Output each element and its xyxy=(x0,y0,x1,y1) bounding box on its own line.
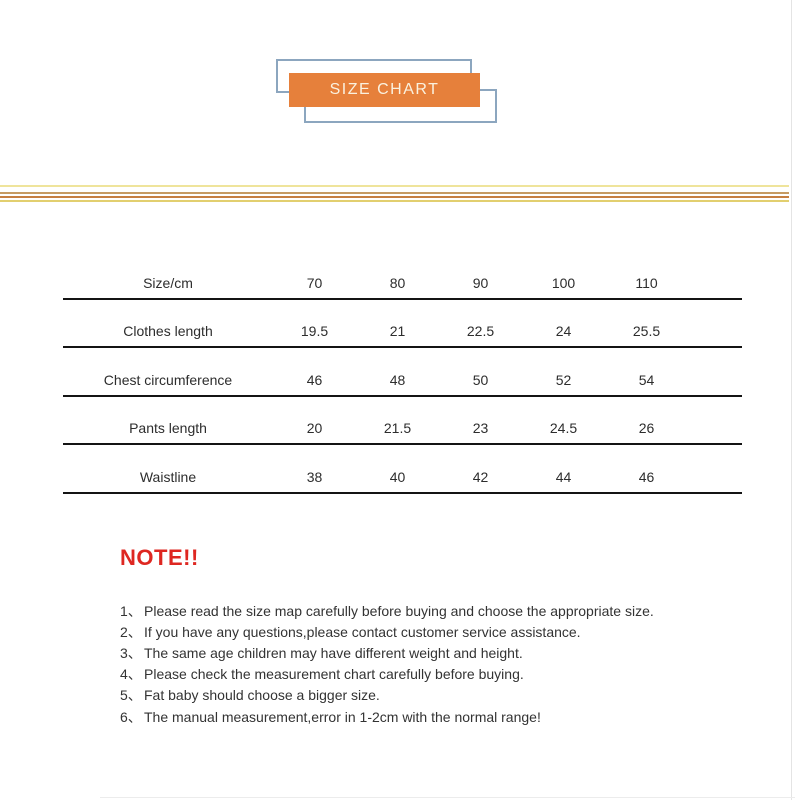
row-label-cell: Clothes length xyxy=(63,298,273,348)
value-cell: 80 xyxy=(356,251,439,300)
note-item: 5、 Fat baby should choose a bigger size. xyxy=(120,685,654,706)
note-number: 1、 xyxy=(120,602,142,619)
note-item: 2、 If you have any questions,please conta… xyxy=(120,621,654,642)
value-cell: 48 xyxy=(356,347,439,397)
value-cell: 46 xyxy=(273,347,356,397)
value-cell: 21.5 xyxy=(356,395,439,445)
value-cell: 23 xyxy=(439,395,522,445)
value-cell: 20 xyxy=(273,395,356,445)
size-table: Size/cm 70 80 90 100 110 Clothes length 19.5 21 2… xyxy=(63,251,742,494)
note-number: 4、 xyxy=(120,666,142,683)
note-text: The manual measurement,error in 1-2cm wi… xyxy=(144,708,541,725)
value-cell: 26 xyxy=(605,395,688,445)
value-cell: 70 xyxy=(273,251,356,300)
value-cell: 24.5 xyxy=(522,395,605,445)
table-row: Waistline 38 40 42 44 46 xyxy=(63,444,742,494)
note-number: 2、 xyxy=(120,623,142,640)
value-cell: 90 xyxy=(439,251,522,300)
page-title: SIZE CHART xyxy=(329,81,440,98)
note-text: Please check the measurement chart caref… xyxy=(144,666,524,683)
value-cell: 100 xyxy=(522,251,605,300)
value-cell: 21 xyxy=(356,298,439,348)
value-cell: 38 xyxy=(273,444,356,494)
page-bottom-edge-line xyxy=(100,797,795,798)
value-cell: 50 xyxy=(439,347,522,397)
value-cell: 52 xyxy=(522,347,605,397)
note-text: If you have any questions,please contact… xyxy=(144,623,581,640)
note-number: 3、 xyxy=(120,644,142,661)
table-header-row: Size/cm 70 80 90 100 110 xyxy=(63,251,742,300)
note-heading: NOTE!! xyxy=(120,545,199,570)
value-cell: 40 xyxy=(356,444,439,494)
table-spacer-cell xyxy=(688,444,742,494)
value-cell: 42 xyxy=(439,444,522,494)
value-cell: 54 xyxy=(605,347,688,397)
size-table-body: Size/cm 70 80 90 100 110 Clothes length 19.5 21 2… xyxy=(63,251,742,494)
note-item: 3、 The same age children may have differe… xyxy=(120,642,654,663)
value-cell: 46 xyxy=(605,444,688,494)
divider-line-2 xyxy=(0,192,789,194)
value-cell: 110 xyxy=(605,251,688,300)
value-cell: 44 xyxy=(522,444,605,494)
note-item: 6、 The manual measurement,error in 1-2cm … xyxy=(120,706,654,727)
note-item: 4、 Please check the measurement chart car… xyxy=(120,664,654,685)
note-text: The same age children may have different… xyxy=(144,644,523,661)
notes-list: 1、 Please read the size map carefully bef… xyxy=(120,600,654,727)
table-spacer-cell xyxy=(688,347,742,397)
value-cell: 24 xyxy=(522,298,605,348)
value-cell: 19.5 xyxy=(273,298,356,348)
table-spacer-cell xyxy=(688,251,742,300)
table-row: Pants length 20 21.5 23 24.5 26 xyxy=(63,395,742,445)
divider-line-1 xyxy=(0,185,789,187)
row-label-cell: Pants length xyxy=(63,395,273,445)
value-cell: 25.5 xyxy=(605,298,688,348)
note-item: 1、 Please read the size map carefully bef… xyxy=(120,600,654,621)
note-text: Fat baby should choose a bigger size. xyxy=(144,687,380,704)
table-row: Chest circumference 46 48 50 52 54 xyxy=(63,347,742,397)
table-row: Clothes length 19.5 21 22.5 24 25.5 xyxy=(63,298,742,348)
row-label-cell: Chest circumference xyxy=(63,347,273,397)
row-label-cell: Waistline xyxy=(63,444,273,494)
table-spacer-cell xyxy=(688,298,742,348)
size-table-section: Size/cm 70 80 90 100 110 Clothes length 19.5 21 2… xyxy=(63,251,742,494)
note-number: 6、 xyxy=(120,708,142,725)
divider-line-4 xyxy=(0,200,789,202)
page-right-edge-line xyxy=(791,0,792,800)
row-label-cell: Size/cm xyxy=(63,251,273,300)
table-spacer-cell xyxy=(688,395,742,445)
value-cell: 22.5 xyxy=(439,298,522,348)
note-number: 5、 xyxy=(120,687,142,704)
note-text: Please read the size map carefully befor… xyxy=(144,602,654,619)
size-chart-banner: SIZE CHART xyxy=(289,73,480,107)
divider-line-3 xyxy=(0,195,789,198)
